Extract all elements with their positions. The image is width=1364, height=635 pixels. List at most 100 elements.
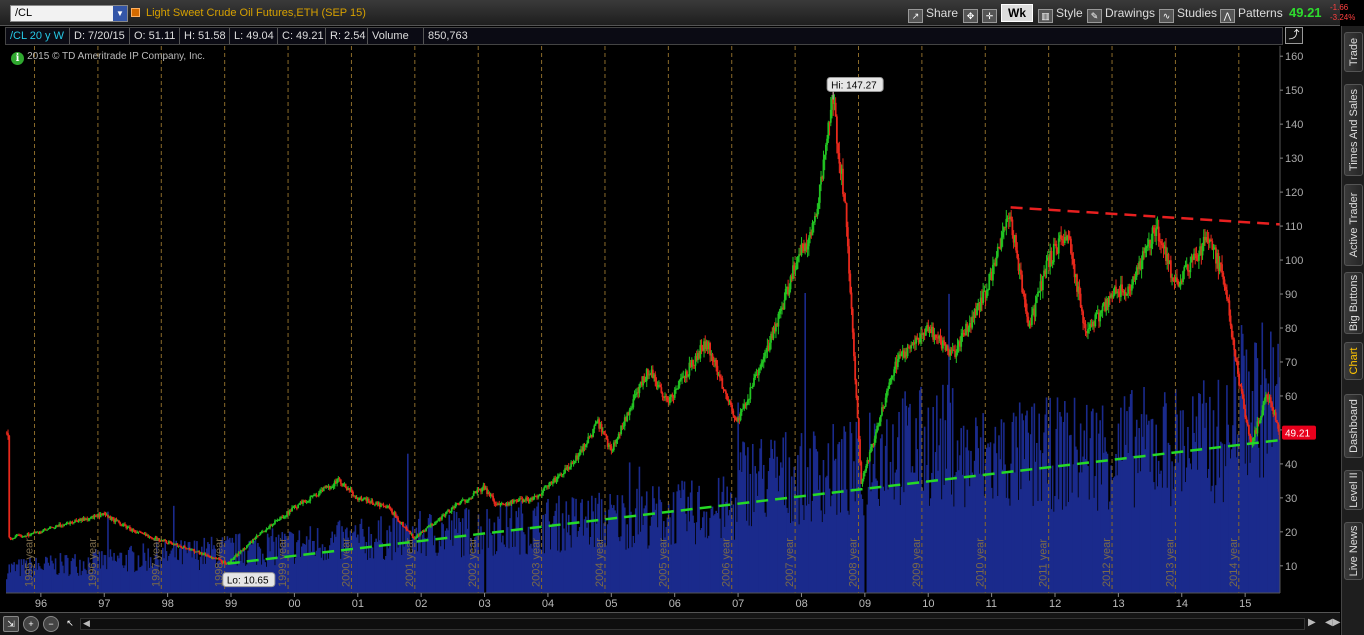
candle-body: [217, 558, 220, 560]
volume-bar: [14, 571, 17, 593]
candle-body: [681, 377, 683, 379]
volume-bar: [59, 553, 62, 593]
candle-body: [706, 341, 709, 350]
tab-live-news[interactable]: Live News: [1344, 522, 1363, 580]
volume-bar: [249, 541, 252, 593]
volume-bar: [1173, 466, 1176, 593]
volume-bar: [474, 537, 476, 593]
info-icon[interactable]: i: [11, 52, 24, 65]
studies-button[interactable]: ∿ Studies: [1159, 4, 1217, 23]
time-scrollbar[interactable]: ◀: [80, 618, 1305, 630]
volume-bar: [686, 531, 688, 593]
volume-bar: [1062, 422, 1065, 593]
expand-icon[interactable]: ⇲: [3, 616, 19, 632]
volume-bar: [1122, 457, 1125, 593]
tab-trade[interactable]: Trade: [1344, 32, 1363, 72]
bar-open: O: 51.11: [130, 28, 180, 44]
volume-bar: [662, 521, 665, 593]
tab-active-trader[interactable]: Active Trader: [1344, 184, 1363, 266]
chart-period[interactable]: /CL 20 y W: [6, 28, 70, 44]
candle-body: [923, 332, 926, 336]
tab-level-ii[interactable]: Level II: [1344, 470, 1363, 510]
volume-bar: [827, 443, 830, 593]
volume-bar: [329, 545, 331, 593]
chart-style-icon[interactable]: ⤴: [1285, 27, 1303, 44]
volume-bar: [558, 495, 560, 593]
volume-bar: [923, 426, 926, 593]
candle-body: [471, 496, 474, 499]
candle-body: [545, 486, 548, 488]
candle-body: [237, 552, 240, 557]
candle-body: [688, 362, 691, 376]
scroll-left-icon[interactable]: ◀: [83, 618, 90, 628]
volume-bar: [127, 550, 130, 593]
volume-bar: [455, 511, 458, 593]
volume-bar: [375, 538, 377, 593]
symbol-input[interactable]: /CL ▼: [10, 5, 128, 22]
volume-bar: [352, 532, 354, 593]
crosshair-button[interactable]: ✛: [982, 4, 1000, 23]
volume-bar: [1202, 380, 1205, 593]
zoom-out-icon[interactable]: −: [43, 616, 59, 632]
style-button[interactable]: ▥ Style: [1038, 4, 1083, 23]
volume-bar: [737, 402, 739, 593]
symbol-link-icon[interactable]: [131, 8, 140, 17]
volume-bar: [805, 505, 808, 593]
patterns-button[interactable]: ⋀ Patterns: [1220, 4, 1283, 23]
candle-body: [1040, 281, 1043, 291]
candle-body: [660, 387, 663, 393]
tab-dashboard[interactable]: Dashboard: [1344, 394, 1363, 458]
volume-bar: [291, 533, 293, 593]
volume-bar: [1174, 389, 1177, 593]
volume-bar: [325, 559, 327, 593]
candle-body: [826, 138, 829, 145]
volume-bar: [1206, 477, 1209, 593]
timeframe-button[interactable]: Wk: [1001, 4, 1033, 22]
candle-body: [878, 421, 881, 426]
scroll-end-icon[interactable]: ◀▶: [1325, 617, 1341, 628]
candle-body: [148, 536, 151, 538]
candle-body: [569, 466, 571, 470]
pan-button[interactable]: ✥: [963, 4, 981, 23]
candle-body: [1193, 253, 1195, 260]
candle-body: [20, 535, 23, 538]
candle-body: [1226, 289, 1228, 299]
candle-body: [718, 374, 721, 378]
volume-bar: [270, 536, 273, 593]
candle-body: [991, 264, 994, 281]
candle-body: [1268, 397, 1271, 400]
volume-bar: [310, 551, 313, 593]
volume-bar: [409, 552, 412, 593]
volume-bar: [283, 533, 286, 593]
volume-bar: [747, 447, 749, 593]
drawings-button[interactable]: ✎ Drawings: [1087, 4, 1155, 23]
cursor-icon[interactable]: ↖: [66, 618, 74, 628]
tab-big-buttons[interactable]: Big Buttons: [1344, 272, 1363, 334]
volume-bar: [973, 460, 976, 593]
price-chart[interactable]: 1995 year 1996 year 1997 year 1998 year 1999…: [0, 0, 1340, 612]
volume-bar: [1033, 403, 1036, 593]
price-tick-label: 160: [1285, 51, 1303, 63]
volume-bar: [313, 540, 315, 593]
volume-bar: [168, 555, 170, 593]
volume-bar: [171, 548, 174, 593]
candle-body: [528, 499, 531, 502]
tab-times-and-sales[interactable]: Times And Sales: [1344, 84, 1363, 176]
candle-body: [1066, 235, 1069, 241]
scroll-right-icon[interactable]: ▶: [1308, 617, 1316, 628]
candle-body: [629, 407, 632, 410]
dropdown-arrow-icon[interactable]: ▼: [113, 6, 127, 21]
volume-bar: [1267, 383, 1270, 593]
tab-chart[interactable]: Chart: [1344, 342, 1363, 380]
candle-body: [465, 501, 468, 503]
candle-body: [1141, 251, 1144, 261]
volume-bar: [792, 521, 794, 593]
share-button[interactable]: ↗ Share: [908, 4, 958, 23]
volume-bar: [346, 527, 348, 593]
zoom-in-icon[interactable]: +: [23, 616, 39, 632]
candle-body: [711, 354, 714, 361]
volume-bar: [20, 559, 23, 593]
volume-bar: [1231, 449, 1233, 593]
volume-bar: [315, 550, 318, 593]
candle-body: [1034, 302, 1037, 317]
